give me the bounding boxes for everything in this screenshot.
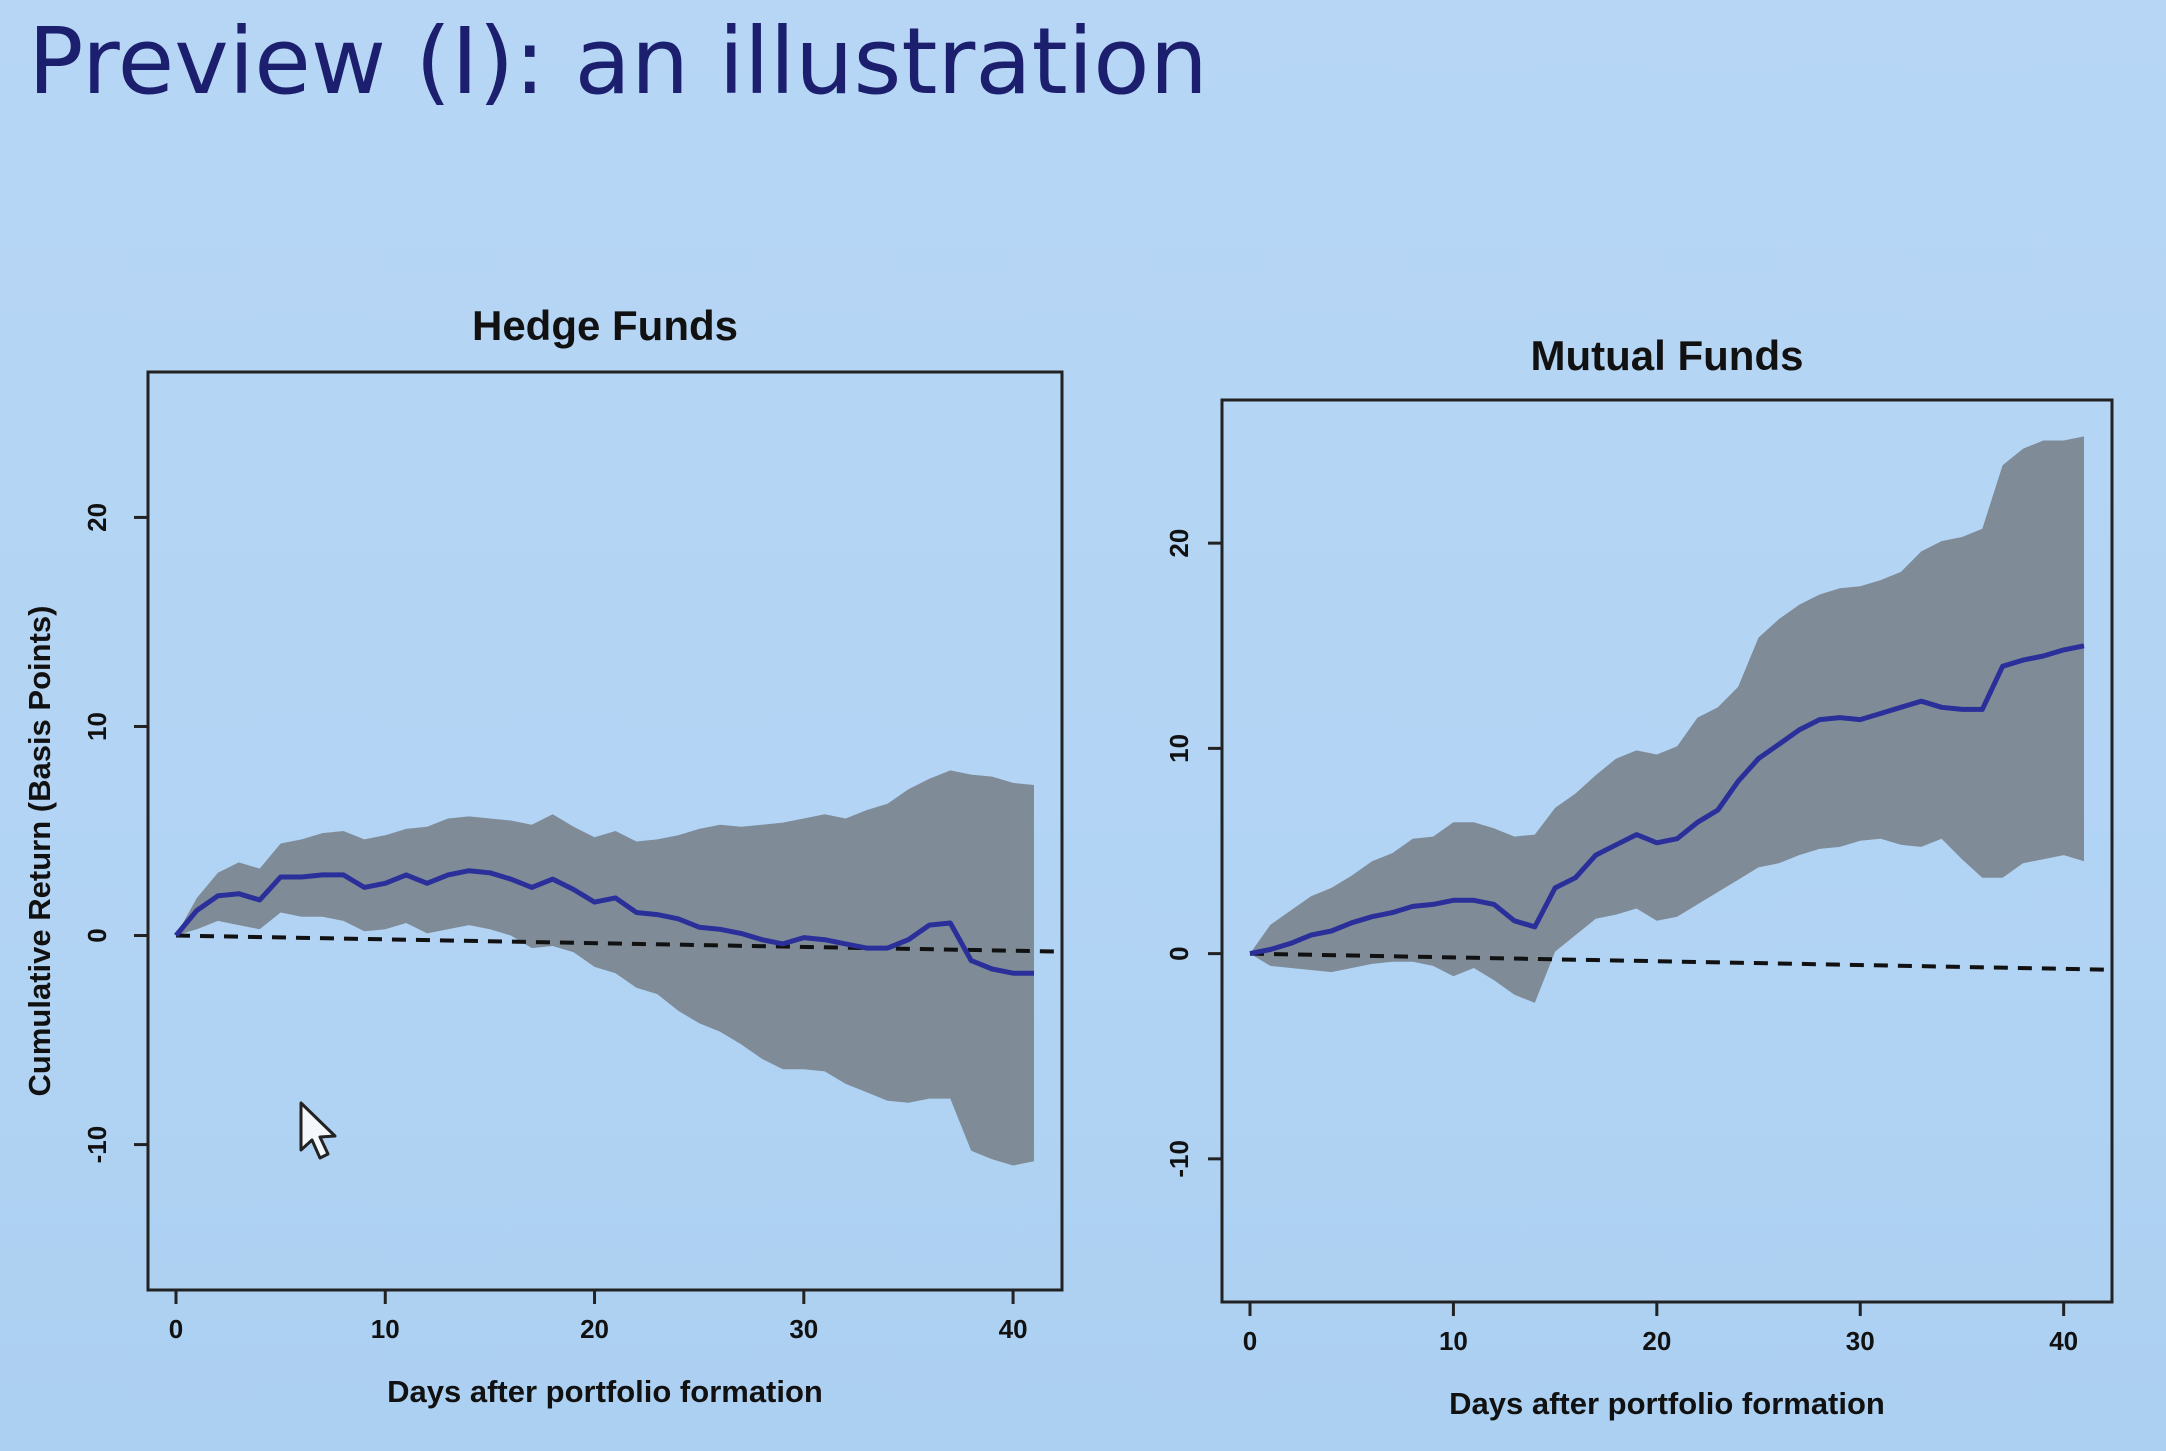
mean-return-line: [1249, 643, 2085, 957]
y-tick-label: -10: [1164, 1140, 1194, 1178]
x-tick-label: 30: [789, 1314, 818, 1344]
y-tick-label: 0: [1164, 946, 1194, 960]
mutual-funds-chart: Mutual Funds 0 10 20 30 40 -10 0 10 20 Days after …: [1164, 332, 2114, 1421]
plot-frame: [146, 370, 1064, 1292]
x-tick-label: 40: [999, 1314, 1028, 1344]
y-tick-label: 10: [1164, 734, 1194, 763]
hedge-funds-chart: Hedge Funds 0 10 20 30 40 -10 0 10 20 Days after p…: [22, 302, 1064, 1409]
confidence-band: [1250, 436, 2084, 1003]
x-tick-label: 10: [1439, 1326, 1468, 1356]
mouse-pointer-icon: [298, 1100, 342, 1169]
x-tick-label: 20: [580, 1314, 609, 1344]
y-axis-label: Cumulative Return (Basis Points): [22, 606, 57, 1097]
mean-return-line: [174, 868, 1034, 976]
x-tick-label: 40: [2049, 1326, 2078, 1356]
x-tick-label: 0: [169, 1314, 183, 1344]
x-tick-label: 30: [1846, 1326, 1875, 1356]
x-axis-label: Days after portfolio formation: [387, 1374, 823, 1409]
y-tick-label: 0: [82, 928, 112, 942]
x-tick-label: 20: [1642, 1326, 1671, 1356]
x-tick-label: 0: [1243, 1326, 1257, 1356]
x-tick-label: 10: [371, 1314, 400, 1344]
y-tick-label: 10: [82, 712, 112, 741]
confidence-band: [176, 770, 1034, 1166]
zero-reference-line: [175, 933, 1057, 954]
chart-title: Hedge Funds: [472, 302, 738, 349]
y-tick-label: -10: [82, 1126, 112, 1164]
plot-frame: [1220, 398, 2114, 1304]
chart-title: Mutual Funds: [1531, 332, 1804, 379]
y-tick-label: 20: [82, 503, 112, 532]
x-axis-label: Days after portfolio formation: [1449, 1386, 1885, 1421]
slide-title: Preview (I): an illustration: [28, 8, 1208, 115]
y-tick-label: 20: [1164, 529, 1194, 558]
